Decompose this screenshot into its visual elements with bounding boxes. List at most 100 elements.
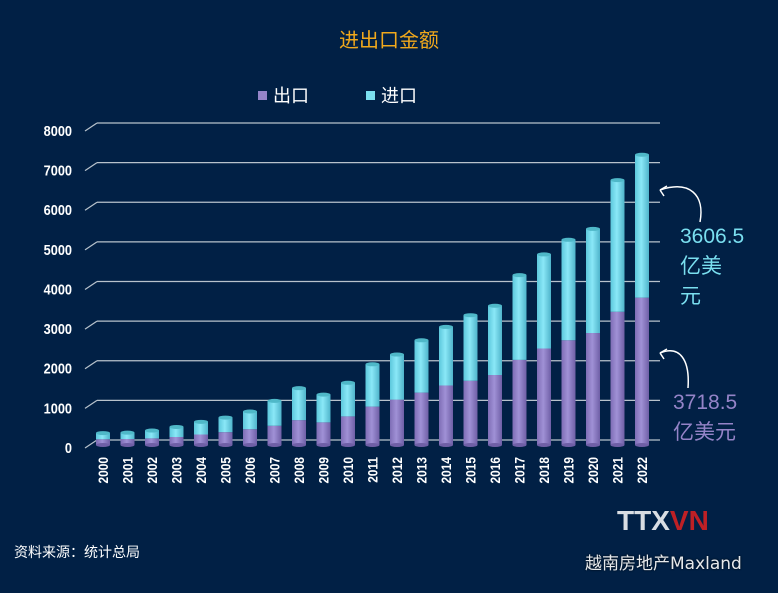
bar-import — [267, 400, 282, 426]
y-tick-label: 8000 — [44, 122, 73, 139]
bar-export — [635, 297, 649, 445]
legend-swatch-import — [366, 90, 375, 100]
bar-import — [341, 382, 355, 417]
bar-import — [414, 340, 429, 393]
bar-import — [169, 426, 184, 437]
y-tick-label: 0 — [65, 439, 72, 456]
bar-export — [512, 359, 527, 445]
bar-top — [414, 338, 429, 343]
annotation-export: 3718.5 亿美元 — [673, 388, 737, 448]
bar-import — [537, 254, 551, 349]
y-tick-label: 6000 — [44, 201, 73, 218]
bar-base — [341, 443, 355, 447]
x-tick-label: 2006 — [242, 457, 258, 483]
x-tick-label: 2021 — [610, 457, 626, 483]
bar-top — [390, 352, 404, 357]
bar-top — [218, 415, 233, 420]
bar-top — [635, 152, 649, 157]
x-tick-label: 2005 — [218, 457, 234, 483]
x-tick-label: 2008 — [291, 457, 307, 483]
bar-base — [120, 443, 135, 447]
bar-import — [243, 411, 257, 430]
bar-export — [194, 434, 208, 445]
x-tick-label: 2015 — [463, 457, 479, 483]
bar-import — [390, 354, 404, 400]
bar-export — [145, 438, 159, 445]
bar-import — [488, 305, 502, 376]
bar-import — [365, 364, 380, 407]
x-tick-label: 2022 — [634, 457, 650, 483]
gridline-tick — [84, 281, 98, 290]
bar-export — [169, 436, 184, 445]
x-tick-label: 2007 — [267, 457, 283, 483]
bar-import — [463, 315, 478, 381]
watermark: 越南房地产Maxland — [585, 554, 742, 574]
bar-export — [414, 392, 429, 445]
bar-import — [218, 417, 233, 433]
arrow-head-icon — [659, 348, 668, 360]
bar-export — [292, 420, 306, 445]
y-tick-label: 5000 — [44, 241, 73, 258]
bar-base — [610, 443, 625, 447]
x-tick-label: 2013 — [414, 457, 430, 483]
bar-import — [120, 432, 135, 440]
bar-export — [267, 425, 282, 445]
bar-base — [243, 443, 257, 447]
bar-top — [561, 237, 576, 242]
x-tick-label: 2001 — [120, 457, 136, 483]
bar-base — [316, 443, 331, 447]
bar-export — [537, 348, 551, 445]
legend-swatch-export — [258, 90, 267, 100]
arrow-head-icon — [659, 185, 668, 197]
bar-export — [390, 399, 404, 445]
legend-label-export: 出口 — [273, 86, 309, 107]
bar-top — [145, 428, 159, 433]
x-tick-label: 2012 — [389, 457, 405, 483]
bar-top — [586, 226, 600, 231]
bar-export — [243, 429, 257, 445]
bar-base — [390, 443, 404, 447]
bar-base — [218, 443, 233, 447]
bar-import — [439, 326, 453, 386]
bar-top — [537, 252, 551, 257]
bar-export — [488, 375, 502, 445]
gridline-tick — [84, 122, 98, 132]
bar-import — [635, 154, 649, 298]
annotation-import-unit-2: 元 — [680, 285, 701, 308]
bar-top — [365, 362, 380, 367]
bar-base — [561, 443, 576, 447]
y-tick-label: 3000 — [44, 320, 73, 337]
annotation-arrow-import — [659, 186, 702, 223]
bar-base — [635, 443, 649, 447]
annotation-export-unit: 亿美元 — [673, 421, 736, 444]
bar-top — [194, 419, 208, 424]
y-tick-label: 4000 — [44, 280, 73, 297]
bar-import — [292, 388, 306, 421]
legend-item-export: 出口 — [258, 82, 309, 108]
logo: TTXVN — [617, 505, 709, 536]
x-tick-label: 2011 — [365, 457, 381, 483]
legend-item-import: 进口 — [366, 82, 417, 108]
bar-export — [439, 385, 453, 445]
annotation-import: 3606.5 亿美 元 — [680, 222, 744, 312]
bar-base — [439, 443, 453, 447]
x-tick-label: 2016 — [487, 457, 503, 483]
gridline-tick — [84, 399, 98, 409]
annotation-export-value: 3718.5 — [673, 391, 738, 414]
bar-base — [267, 443, 282, 447]
bar-export — [96, 439, 110, 445]
bar-export — [586, 333, 600, 445]
bar-export — [365, 406, 380, 445]
bar-top — [120, 430, 135, 435]
bar-base — [194, 443, 208, 447]
chart-title: 进出口金额 — [339, 28, 439, 52]
bar-import — [586, 228, 600, 334]
bar-export — [341, 416, 355, 445]
gridline-tick — [84, 439, 98, 449]
x-tick-label: 2009 — [316, 457, 332, 483]
bar-top — [243, 409, 257, 414]
bar-base — [537, 443, 551, 447]
x-tick-label: 2020 — [585, 457, 601, 483]
bar-export — [218, 432, 233, 445]
